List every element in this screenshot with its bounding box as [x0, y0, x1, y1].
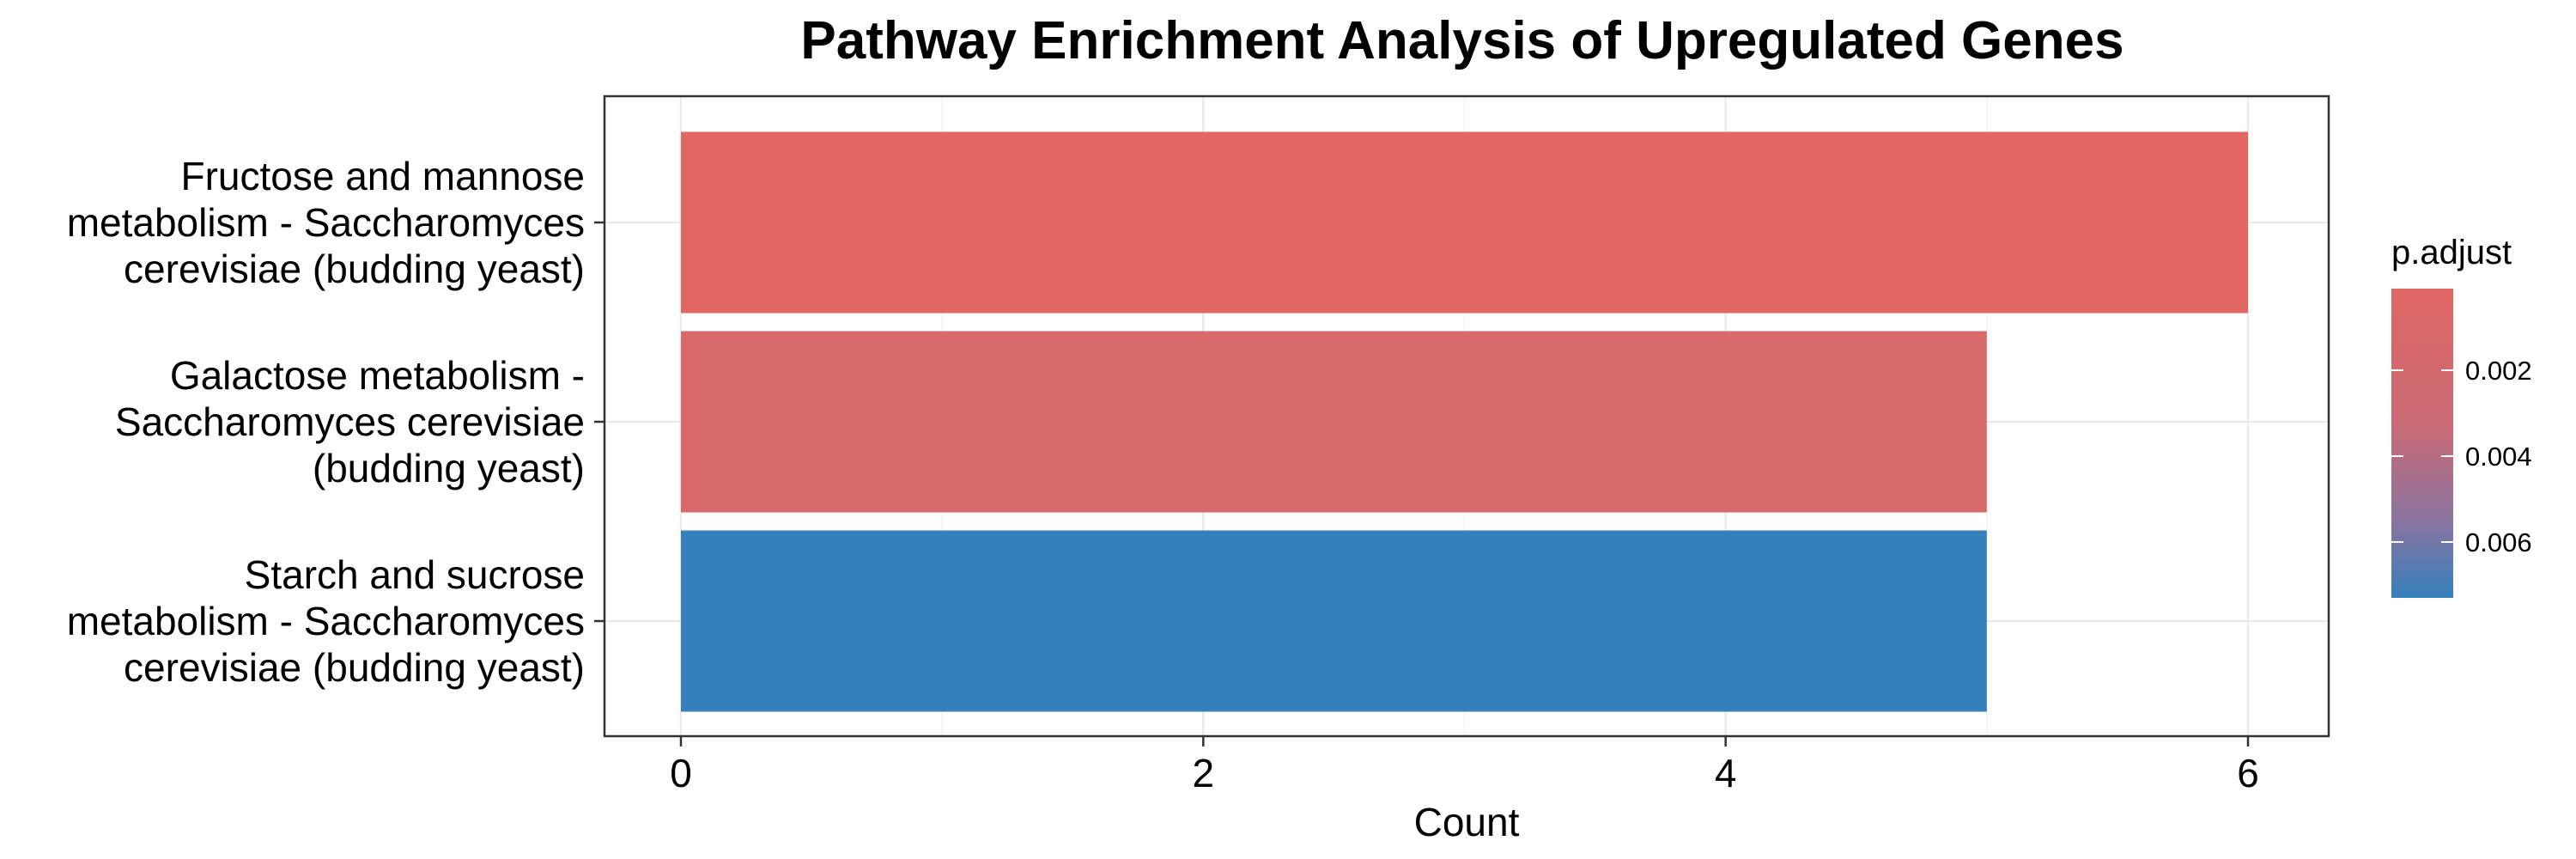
x-axis: 0 2 4 6 [670, 736, 2259, 795]
y-tick-label: cerevisiae (budding yeast) [124, 247, 585, 291]
y-tick-label: metabolism - Saccharomyces [67, 200, 585, 245]
bar [681, 331, 1987, 513]
plot-border [603, 94, 2330, 738]
y-tick-label: (budding yeast) [313, 446, 585, 490]
bar [681, 530, 1987, 712]
x-tick-label: 0 [670, 751, 692, 795]
bar [681, 131, 2248, 314]
y-tick-label: cerevisiae (budding yeast) [124, 645, 585, 690]
x-tick-label: 2 [1193, 751, 1215, 795]
x-tick-label: 6 [2237, 751, 2259, 795]
legend-color-bar [2391, 289, 2453, 598]
legend-title: p.adjust [2391, 234, 2512, 271]
legend-tick-label: 0.002 [2465, 356, 2532, 386]
x-tick-label: 4 [1715, 751, 1737, 795]
y-tick-label: Starch and sucrose [245, 552, 585, 597]
chart-title: Pathway Enrichment Analysis of Upregulat… [800, 11, 2123, 70]
x-axis-title: Count [1414, 800, 1520, 844]
y-tick-label: Saccharomyces cerevisiae [115, 399, 585, 444]
bars [681, 131, 2248, 712]
y-tick-label: Fructose and mannose [181, 154, 586, 198]
color-legend: p.adjust 0.002 0.004 0.006 [2391, 234, 2532, 598]
y-tick-label: Galactose metabolism - [170, 353, 585, 398]
legend-tick-label: 0.006 [2465, 527, 2532, 557]
legend-tick-label: 0.004 [2465, 442, 2532, 472]
y-tick-label: metabolism - Saccharomyces [67, 599, 585, 643]
